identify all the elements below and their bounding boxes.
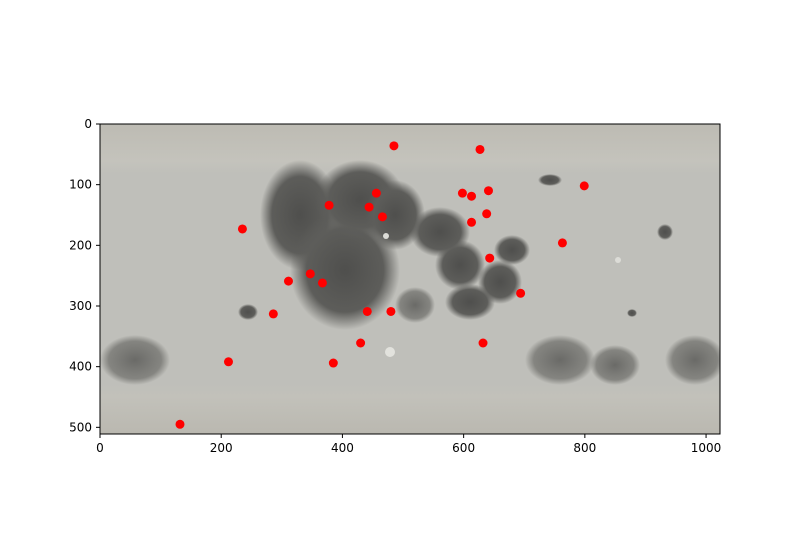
y-tick-label: 400 [69,360,92,374]
scatter-point [467,191,477,201]
scatter-points [175,141,589,429]
x-tick-label: 400 [331,441,354,455]
scatter-point [371,188,381,198]
scatter-point [317,278,327,288]
y-tick-label: 200 [69,238,92,252]
scatter-point [328,358,338,368]
plot-frame [99,123,721,435]
scatter-point [364,202,374,212]
scatter-point [485,253,495,263]
scatter-point [324,200,334,210]
x-tick-label: 1000 [691,441,722,455]
scatter-point [305,269,315,279]
y-tick-label: 500 [69,420,92,434]
scatter-point [475,144,485,154]
scatter-point [237,224,247,234]
scatter-point [516,288,526,298]
scatter-point [377,212,387,222]
scatter-point [478,338,488,348]
scatter-point [457,188,467,198]
scatter-point [579,181,589,191]
scatter-point [356,338,366,348]
scatter-point [557,238,567,248]
moon-map-image [100,124,720,434]
scatter-point [483,186,493,196]
scatter-point [482,209,492,219]
axis-ticks: 0 200 400 600 800 1000 0 100 200 300 400 500 [69,117,721,455]
y-tick-label: 100 [69,178,92,192]
y-tick-label: 0 [84,117,92,131]
scatter-point [389,141,399,151]
y-tick-label: 300 [69,299,92,313]
scatter-point [467,217,477,227]
scatter-point [386,306,396,316]
scatter-point [175,419,185,429]
scatter-point [268,309,278,319]
x-tick-label: 0 [96,441,104,455]
scatter-point [283,276,293,286]
x-tick-label: 200 [210,441,233,455]
x-tick-label: 600 [452,441,475,455]
scatter-point [223,357,233,367]
scatter-point [362,306,372,316]
x-tick-label: 800 [573,441,596,455]
